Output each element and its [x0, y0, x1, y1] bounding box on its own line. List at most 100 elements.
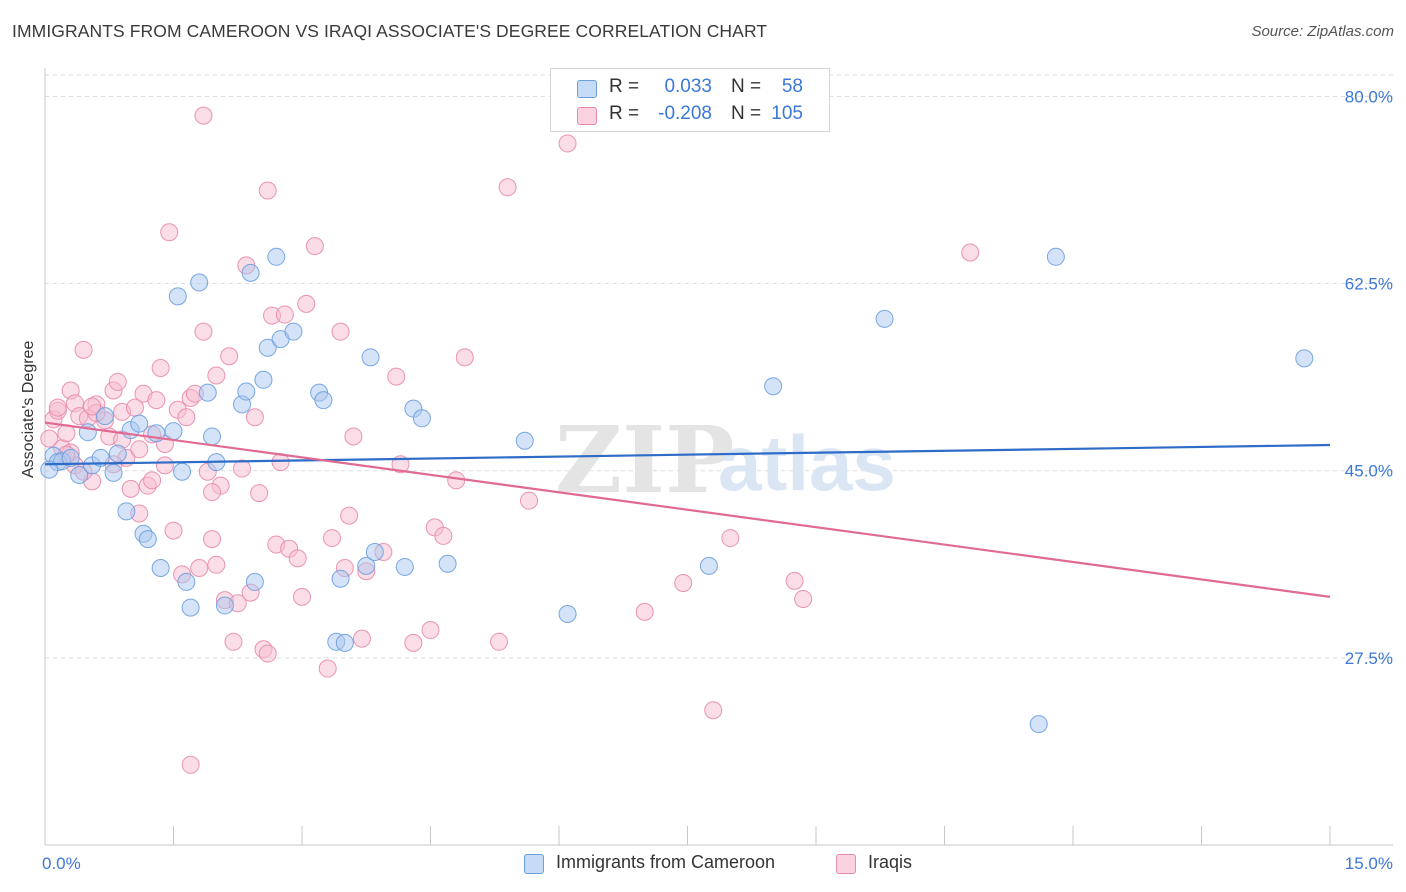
iraqis-point	[164, 521, 183, 540]
iraqis-legend-swatch	[836, 854, 856, 874]
iraqis-point	[434, 526, 453, 545]
cameroon-point	[215, 596, 234, 615]
iraqis-point	[275, 305, 294, 324]
iraqis-point	[245, 408, 264, 427]
iraqis-swatch	[577, 107, 597, 125]
cameroon-point	[1295, 349, 1314, 368]
iraqis-point	[177, 408, 196, 427]
iraqis-point	[674, 573, 693, 592]
cameroon-point	[138, 530, 157, 549]
cameroon-point	[164, 422, 183, 441]
y-tick-label: 80.0%	[1345, 87, 1393, 106]
cameroon-point	[104, 463, 123, 482]
iraqis-point	[288, 549, 307, 568]
iraqis-point	[108, 372, 127, 391]
iraqis-point	[207, 366, 226, 385]
iraqis-point	[143, 471, 162, 490]
iraqis-point	[74, 340, 93, 359]
r-label: R =	[609, 103, 640, 124]
iraqis-point	[352, 629, 371, 648]
legend-row-iraqis: R = -0.208 N = 105	[551, 102, 829, 128]
cameroon-point	[95, 407, 114, 426]
cameroon-point	[361, 348, 380, 367]
watermark-atlas: atlas	[718, 419, 896, 507]
cameroon-point	[1046, 247, 1065, 266]
iraqis-point	[194, 322, 213, 341]
cameroon-point	[108, 444, 127, 463]
cameroon-point	[254, 370, 273, 389]
iraqis-point	[322, 529, 341, 548]
iraqis-point	[233, 459, 252, 478]
iraqis-point	[558, 134, 577, 153]
cameroon-legend-swatch	[524, 854, 544, 874]
n-value: 58	[781, 76, 803, 97]
iraqis-point	[387, 367, 406, 386]
cameroon-point	[764, 377, 783, 396]
stats-legend: R = 0.033 N = 58 R = -0.208 N = 105	[550, 68, 830, 132]
iraqis-point	[258, 644, 277, 663]
cameroon-legend-label: Immigrants from Cameroon	[556, 852, 776, 872]
iraqis-point	[220, 347, 239, 366]
iraqis-point	[293, 587, 311, 606]
cameroon-point	[395, 557, 414, 576]
iraqis-point	[190, 559, 209, 578]
cameroon-point	[331, 569, 350, 588]
cameroon-point	[190, 273, 209, 292]
cameroon-point	[117, 502, 136, 521]
cameroon-point	[412, 409, 431, 428]
cameroon-point	[357, 556, 376, 575]
iraqis-point	[181, 755, 200, 774]
iraqis-trend-line	[44, 421, 1331, 598]
iraqis-point	[498, 178, 517, 197]
iraqis-point	[490, 632, 509, 651]
cameroon-point	[875, 309, 894, 328]
iraqis-point	[48, 398, 67, 417]
iraqis-point	[318, 659, 337, 678]
cameroon-point	[70, 465, 89, 484]
cameroon-point	[168, 287, 187, 306]
iraqis-point	[331, 322, 350, 341]
cameroon-point	[78, 423, 97, 442]
r-label: R =	[609, 76, 640, 97]
cameroon-trend-line	[44, 443, 1331, 466]
iraqis-point	[121, 479, 140, 498]
n-label: N =	[731, 76, 762, 97]
x-tick-label-max: 15.0%	[1345, 854, 1393, 873]
cameroon-point	[91, 448, 110, 467]
cameroon-point	[258, 338, 277, 357]
iraqis-point	[404, 633, 423, 652]
n-label: N =	[731, 103, 762, 124]
iraqis-point	[258, 181, 277, 200]
cameroon-point	[241, 263, 260, 282]
cameroon-point	[177, 572, 196, 591]
cameroon-point	[130, 414, 149, 433]
r-value: -0.208	[658, 103, 712, 124]
cameroon-point	[515, 431, 534, 450]
cameroon-point	[365, 542, 384, 561]
y-tick-label: 62.5%	[1345, 275, 1393, 294]
iraqis-point	[147, 391, 166, 410]
cameroon-point	[284, 322, 303, 341]
iraqis-point	[961, 243, 980, 262]
iraqis-point	[250, 484, 269, 503]
cameroon-point	[237, 382, 256, 401]
iraqis-point	[224, 632, 243, 651]
iraqis-point	[794, 590, 813, 609]
cameroon-point	[438, 554, 457, 573]
cameroon-point	[335, 633, 354, 652]
cameroon-point	[267, 247, 286, 266]
cameroon-point	[151, 559, 170, 578]
y-tick-label: 45.0%	[1345, 462, 1393, 481]
cameroon-point	[198, 383, 217, 402]
iraqis-point	[305, 237, 324, 256]
iraqis-point	[340, 506, 359, 525]
iraqis-point	[447, 471, 466, 490]
iraqis-point	[520, 491, 539, 510]
iraqis-point	[130, 440, 149, 459]
iraqis-point	[83, 397, 102, 416]
iraqis-point	[155, 456, 174, 475]
cameroon-point	[314, 391, 333, 410]
watermark-zip: ZIP	[555, 406, 734, 514]
iraqis-point	[635, 602, 654, 621]
